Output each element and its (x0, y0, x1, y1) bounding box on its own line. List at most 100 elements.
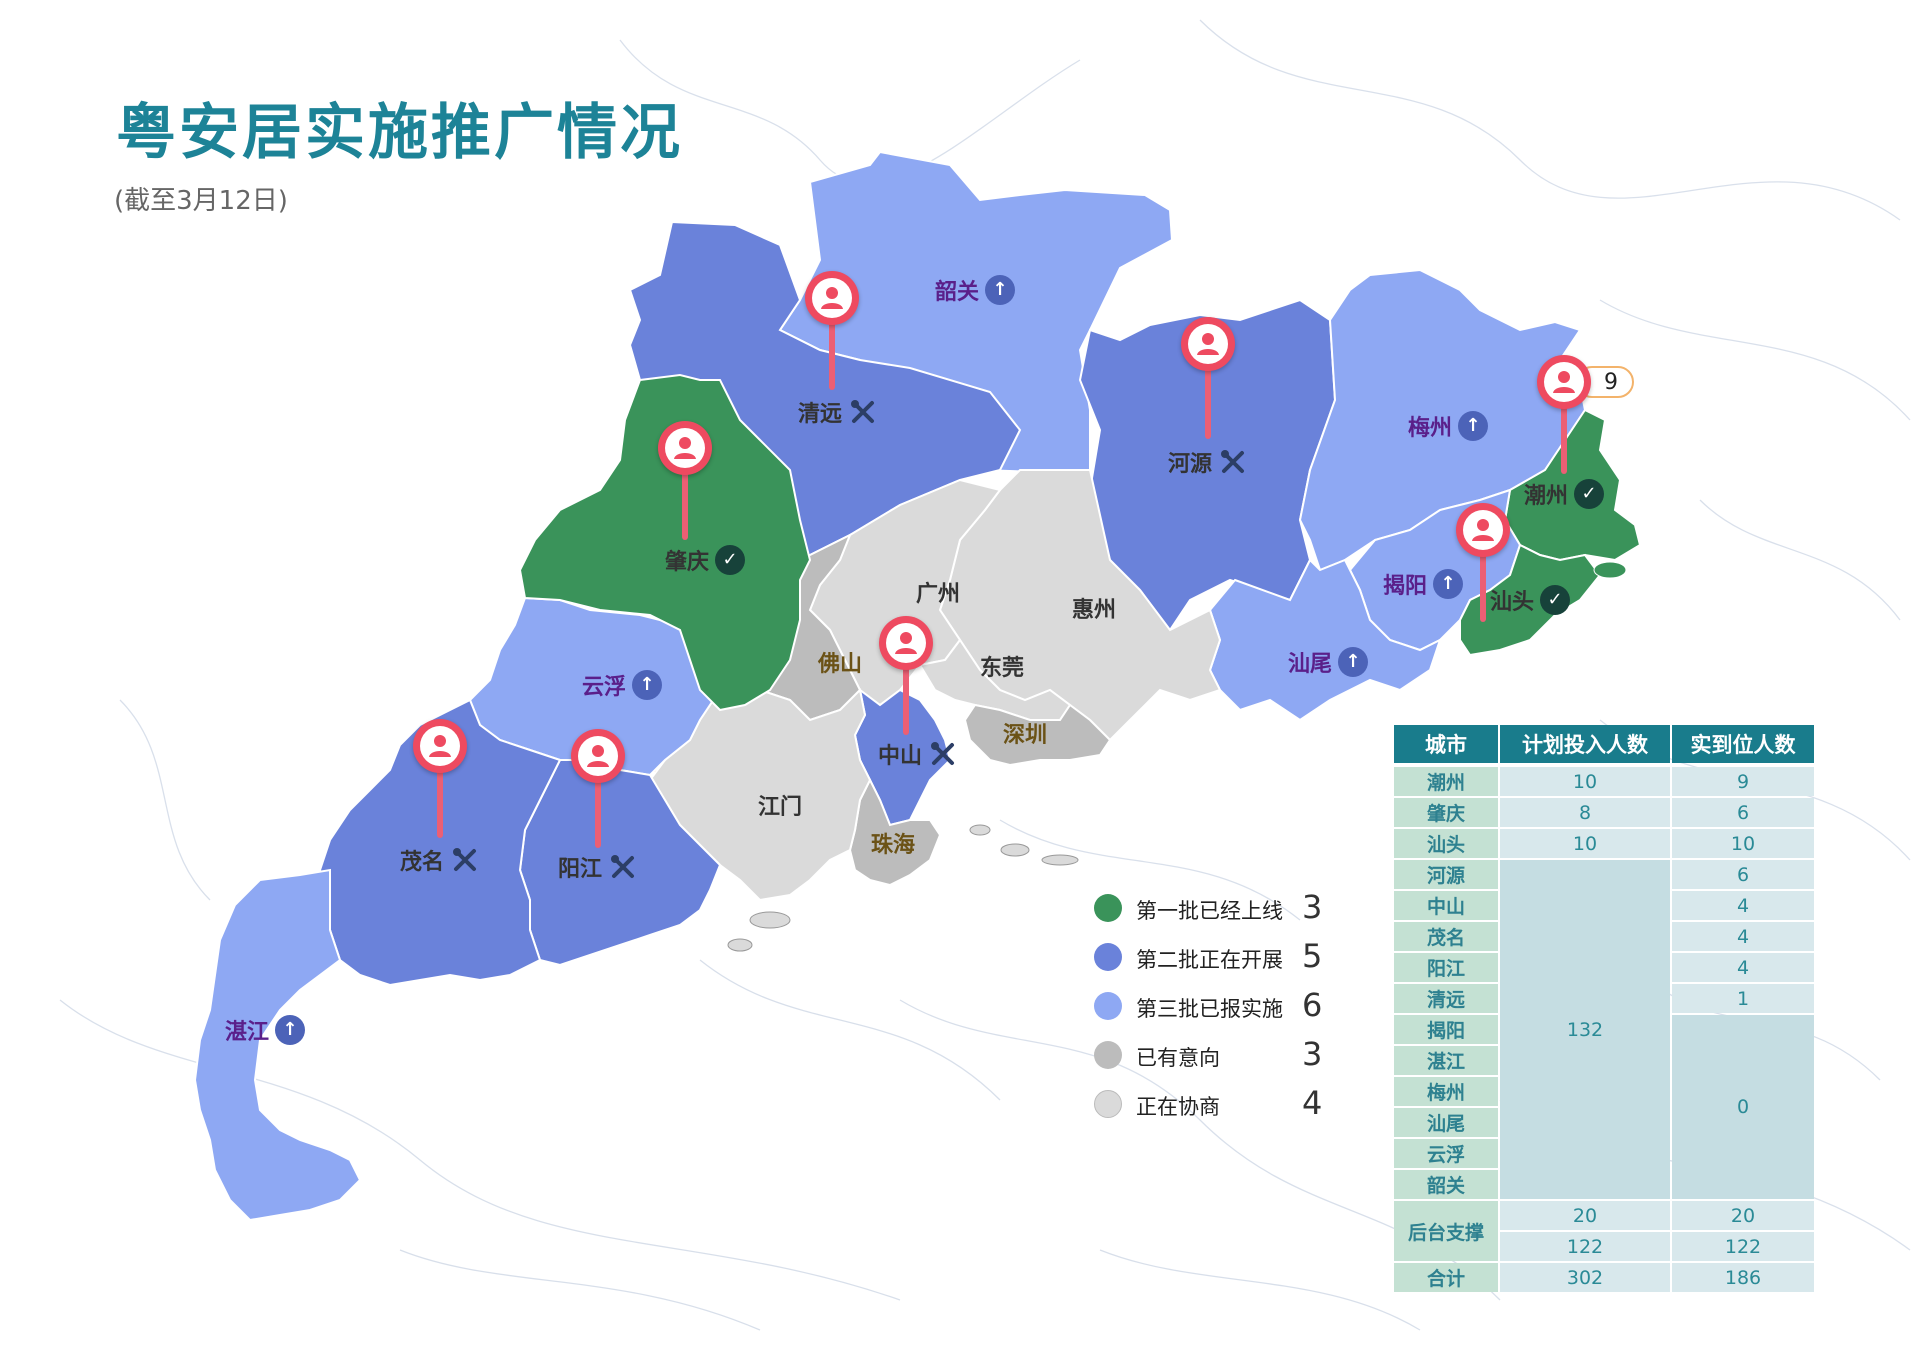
cell-actual-merged: 0 (1672, 1015, 1814, 1199)
person-icon (879, 616, 933, 670)
city-label-chaozhou[interactable]: 潮州 ✓ (1523, 478, 1605, 510)
city-label-shanwei[interactable]: 汕尾 ↑ (1288, 646, 1369, 678)
cell-city: 中山 (1394, 891, 1498, 920)
tools-icon (450, 845, 480, 875)
city-name: 东莞 (979, 656, 1025, 681)
legend-count: 4 (1302, 1084, 1323, 1122)
cell-actual: 122 (1672, 1232, 1814, 1261)
city-label-shenzhen[interactable]: 深圳 (1003, 717, 1047, 749)
city-label-foshan[interactable]: 佛山 (818, 646, 862, 678)
up-arrow-icon: ↑ (275, 1015, 306, 1045)
cell-city: 湛江 (1394, 1046, 1498, 1075)
person-icon (413, 719, 467, 773)
legend-item-batch2[interactable]: 第二批正在开展 5 (1094, 937, 1334, 977)
cell-city: 韶关 (1394, 1170, 1498, 1199)
city-label-yangjiang[interactable]: 阳江 (558, 851, 638, 883)
table-row: 122 122 (1394, 1232, 1814, 1263)
tools-icon (608, 852, 638, 882)
check-icon: ✓ (1540, 585, 1571, 615)
table-row: 中山 4 (1394, 891, 1814, 922)
city-name: 揭阳 (1382, 574, 1428, 599)
city-name: 湛江 (224, 1020, 270, 1045)
cell-actual: 9 (1672, 767, 1814, 796)
cell-actual: 4 (1672, 922, 1814, 951)
up-arrow-icon: ↑ (1338, 647, 1369, 677)
legend-count: 3 (1302, 1035, 1323, 1073)
city-label-heyuan[interactable]: 河源 (1168, 446, 1248, 478)
cell-city: 茂名 (1394, 922, 1498, 951)
city-name: 清远 (797, 402, 843, 427)
cell-city: 肇庆 (1394, 798, 1498, 827)
header-actual: 实到位人数 (1672, 725, 1814, 763)
cell-backend-label: 后台支撑 (1394, 1201, 1498, 1261)
cell-city: 梅州 (1394, 1077, 1498, 1106)
table-row: 茂名 4 (1394, 922, 1814, 953)
city-name: 惠州 (1071, 598, 1117, 623)
city-name: 梅州 (1407, 416, 1453, 441)
table-row: 清远 1 (1394, 984, 1814, 1015)
legend-item-batch1[interactable]: 第一批已经上线 3 (1094, 888, 1334, 928)
city-label-meizhou[interactable]: 梅州 ↑ (1407, 410, 1489, 442)
city-label-maoming[interactable]: 茂名 (400, 844, 480, 876)
cell-actual: 20 (1672, 1201, 1814, 1230)
legend-item-batch3[interactable]: 第三批已报实施 6 (1094, 986, 1334, 1026)
region-zhanjiang[interactable] (193, 868, 362, 1222)
legend-dot (1094, 943, 1122, 971)
coastal-islands (727, 561, 1627, 952)
table-row: 汕尾 (1394, 1108, 1814, 1139)
table-total-row: 合计 302 186 (1394, 1263, 1814, 1294)
city-label-shantou[interactable]: 汕头 ✓ (1489, 584, 1571, 616)
city-label-yunfu[interactable]: 云浮 ↑ (582, 669, 663, 701)
tools-icon (928, 739, 958, 769)
city-name: 江门 (757, 795, 803, 820)
region-shantou[interactable] (1459, 543, 1602, 657)
tools-icon (1218, 447, 1248, 477)
city-name: 汕头 (1489, 590, 1535, 615)
cell-actual: 4 (1672, 953, 1814, 982)
city-label-qingyuan[interactable]: 清远 (798, 396, 878, 428)
region-zhaoqing[interactable] (518, 373, 812, 712)
legend-count: 5 (1302, 937, 1323, 975)
legend-count: 6 (1302, 986, 1323, 1024)
city-label-zhuhai[interactable]: 珠海 (871, 827, 915, 859)
city-label-zhaoqing[interactable]: 肇庆 ✓ (665, 544, 746, 576)
up-arrow-icon: ↑ (1458, 411, 1489, 441)
region-maoming[interactable] (318, 698, 562, 987)
table-row: 汕头 10 10 (1394, 829, 1814, 860)
legend-item-intent[interactable]: 已有意向 3 (1094, 1035, 1334, 1075)
cell-actual: 6 (1672, 860, 1814, 889)
city-name: 深圳 (1002, 723, 1048, 748)
table-row: 河源 6 (1394, 860, 1814, 891)
city-label-dongguan[interactable]: 东莞 (980, 650, 1024, 682)
person-icon (1181, 317, 1235, 371)
cell-city: 清远 (1394, 984, 1498, 1013)
region-shenzhen[interactable] (963, 703, 1112, 767)
cell-total-planned: 302 (1500, 1263, 1670, 1292)
city-label-jiangmen[interactable]: 江门 (758, 789, 802, 821)
legend-item-negotiating[interactable]: 正在协商 4 (1094, 1084, 1334, 1124)
city-label-zhanjiang[interactable]: 湛江 ↑ (224, 1014, 306, 1046)
cell-city: 河源 (1394, 860, 1498, 889)
page-subtitle: (截至3月12日) (114, 186, 288, 216)
city-name: 佛山 (817, 652, 863, 677)
cell-total-actual: 186 (1672, 1263, 1814, 1292)
city-label-huizhou[interactable]: 惠州 (1072, 592, 1116, 624)
city-label-guangzhou[interactable]: 广州 (916, 576, 960, 608)
city-label-zhongshan[interactable]: 中山 (878, 738, 958, 770)
header-planned: 计划投入人数 (1500, 725, 1670, 763)
city-name: 茂名 (399, 850, 445, 875)
check-icon: ✓ (1574, 479, 1605, 509)
city-name: 潮州 (1523, 484, 1569, 509)
city-label-shaoguan[interactable]: 韶关 ↑ (935, 274, 1016, 306)
legend-label: 第二批正在开展 (1136, 948, 1283, 972)
city-name: 河源 (1167, 452, 1213, 477)
person-icon (1537, 355, 1591, 409)
table-row: 20 20 (1394, 1201, 1814, 1232)
page-title: 粤安居实施推广情况 (116, 98, 683, 168)
city-name: 阳江 (557, 857, 603, 882)
table-row: 潮州 10 9 (1394, 767, 1814, 798)
legend-label: 第一批已经上线 (1136, 899, 1283, 923)
city-label-jieyang[interactable]: 揭阳 ↑ (1382, 568, 1464, 600)
legend-label: 正在协商 (1136, 1095, 1220, 1119)
